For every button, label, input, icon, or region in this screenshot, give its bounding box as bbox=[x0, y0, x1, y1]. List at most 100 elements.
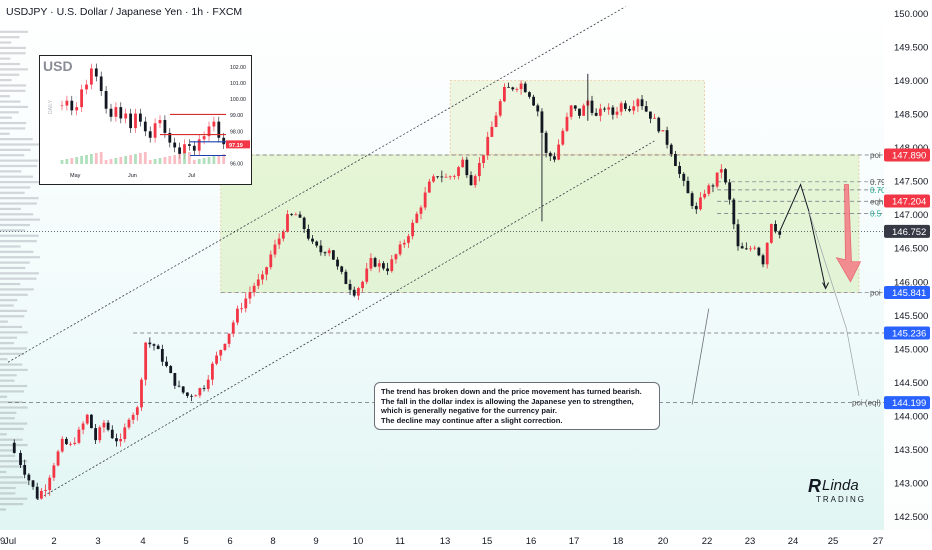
inset-candle-body bbox=[124, 113, 128, 119]
volume-profile-bar bbox=[0, 481, 28, 484]
candle-body bbox=[536, 105, 540, 112]
inset-volume-bar bbox=[94, 153, 98, 164]
inset-candle-body bbox=[207, 126, 211, 137]
time-tick-label: 13 bbox=[440, 536, 451, 547]
inset-candle-body bbox=[129, 113, 132, 129]
inset-volume-bar bbox=[134, 154, 137, 164]
candle-body bbox=[573, 105, 577, 109]
secondary-projection bbox=[808, 211, 860, 396]
volume-profile-bar bbox=[0, 68, 28, 71]
candle-body bbox=[248, 292, 252, 299]
candle-body bbox=[202, 388, 206, 389]
candle-body bbox=[769, 223, 773, 243]
price-tick-label: 143.000 bbox=[894, 479, 928, 490]
inset-candle-body bbox=[178, 147, 181, 154]
level-label: poi bbox=[870, 151, 881, 160]
time-tick-label: 5 bbox=[183, 536, 188, 547]
inset-volume-bar bbox=[99, 152, 103, 164]
candle-body bbox=[561, 130, 565, 145]
volume-profile-bar bbox=[0, 111, 19, 114]
candle-body bbox=[219, 349, 223, 356]
volume-profile-bar bbox=[0, 374, 17, 377]
volume-profile-bar bbox=[0, 465, 24, 468]
candle-body bbox=[419, 207, 423, 214]
time-tick-label: 6 bbox=[227, 536, 232, 547]
inset-candle-body bbox=[94, 68, 98, 77]
candle-body bbox=[452, 175, 456, 177]
price-tag-label: 145.841 bbox=[892, 288, 926, 299]
volume-profile-bar bbox=[0, 379, 15, 382]
candle-body bbox=[569, 105, 573, 117]
candle-body bbox=[553, 156, 556, 160]
candle-body bbox=[269, 254, 273, 268]
volume-profile-bar bbox=[0, 320, 8, 323]
candle-body bbox=[649, 111, 652, 119]
inset-volume-bar bbox=[173, 155, 177, 164]
level-label: 0.5 bbox=[870, 209, 882, 218]
candle-body bbox=[411, 222, 415, 237]
candle-body bbox=[744, 248, 748, 250]
candle-body bbox=[52, 465, 56, 478]
candle-body bbox=[719, 169, 723, 173]
volume-profile-bar bbox=[0, 256, 40, 259]
volume-profile-bar bbox=[0, 282, 21, 286]
inset-candle-body bbox=[139, 113, 142, 122]
volume-profile-bar bbox=[0, 245, 21, 248]
volume-profile-bar bbox=[0, 309, 27, 312]
candle-body bbox=[265, 267, 269, 275]
candle-body bbox=[227, 333, 231, 344]
inset-month-label: Jun bbox=[128, 173, 137, 179]
candle-body bbox=[457, 167, 460, 176]
price-tag bbox=[884, 326, 930, 340]
inset-volume-bar bbox=[192, 160, 196, 164]
price-tick-label: 146.000 bbox=[894, 277, 928, 288]
projection-arrowhead bbox=[822, 282, 830, 290]
volume-profile-bar bbox=[0, 186, 31, 189]
volume-profile-bar bbox=[0, 368, 28, 372]
candle-body bbox=[102, 422, 106, 428]
candle-body bbox=[223, 343, 227, 350]
inset-volume-bar bbox=[197, 159, 201, 164]
candle-body bbox=[377, 263, 381, 267]
candle-body bbox=[694, 205, 698, 210]
candle-body bbox=[315, 241, 319, 246]
candle-body bbox=[703, 193, 707, 198]
volume-profile-bar bbox=[0, 46, 26, 50]
inset-candle-body bbox=[70, 100, 74, 111]
candle-body bbox=[582, 105, 586, 116]
inset-candle-body bbox=[109, 108, 113, 117]
candle-body bbox=[619, 103, 623, 112]
candle-body bbox=[632, 106, 636, 111]
candle-body bbox=[598, 108, 602, 116]
level-label: eqh bbox=[870, 197, 883, 206]
price-tag bbox=[884, 224, 930, 238]
candle-body bbox=[394, 254, 398, 260]
volume-profile-bar bbox=[0, 288, 34, 291]
inset-side-label: DAILY bbox=[48, 99, 54, 114]
candle-body bbox=[144, 342, 148, 380]
candle-body bbox=[603, 108, 606, 110]
inset-volume-bar bbox=[109, 159, 113, 164]
candle-body bbox=[690, 193, 694, 206]
volume-profile-bar bbox=[0, 336, 18, 339]
logo-line1: Linda bbox=[822, 477, 859, 494]
demand-zone bbox=[449, 80, 706, 155]
candle-body bbox=[511, 87, 515, 90]
analysis-annotation[interactable]: The trend has broken down and the price … bbox=[374, 382, 660, 430]
price-tag-label: 147.890 bbox=[892, 150, 926, 161]
inset-tick-label: 100.00 bbox=[230, 97, 246, 103]
volume-profile-bar bbox=[0, 422, 28, 425]
price-tag-label: 147.204 bbox=[892, 196, 926, 207]
price-tick-label: 149.500 bbox=[894, 42, 928, 53]
annotation-line: The trend has broken down and the price … bbox=[381, 387, 642, 396]
volume-profile-bar bbox=[0, 438, 23, 441]
candle-body bbox=[657, 117, 661, 132]
volume-profile-bar bbox=[0, 207, 21, 211]
inset-volume-bar bbox=[60, 160, 64, 164]
volume-profile-bar bbox=[0, 277, 37, 280]
candle-body bbox=[761, 255, 765, 265]
candle-body bbox=[123, 427, 127, 440]
time-tick-label: 10 bbox=[353, 536, 364, 547]
